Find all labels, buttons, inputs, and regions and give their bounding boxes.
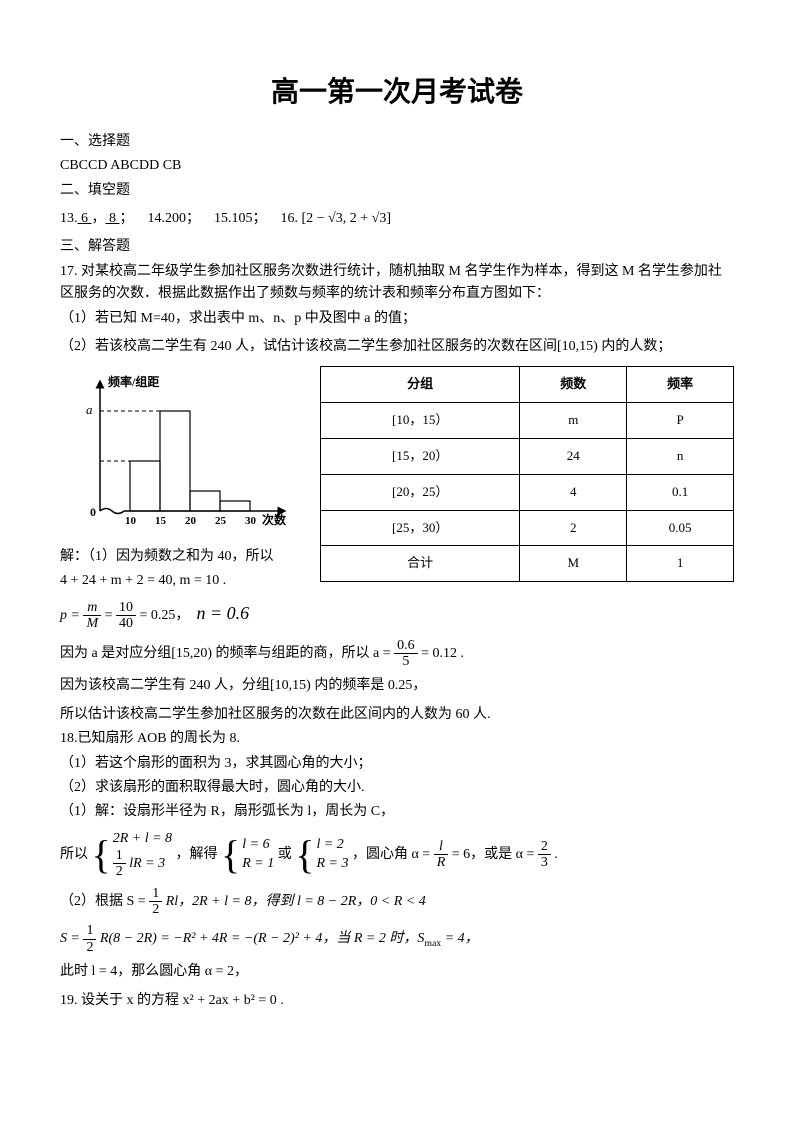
ylabel: 频率/组距 [108, 374, 159, 389]
q18-2: （2）求该扇形的面积取得最大时，圆心角的大小. [60, 777, 734, 799]
sol17-c: 因为该校高二学生有 240 人，分组[10,15) 内的频率是 0.25， [60, 675, 734, 697]
svg-text:15: 15 [155, 515, 167, 527]
page-title: 高一第一次月考试卷 [60, 70, 734, 115]
fill-blank-row: 13. 6 ， 8 ； 14.200； 15.105； 16. [2 − √3,… [60, 208, 734, 230]
system-1: { 2R + l = 8 12 lR = 3 [92, 830, 173, 880]
q18-sol2-line: （2）根据 S = 12 Rl，2R + l = 8，得到 l = 8 − 2R… [60, 886, 734, 918]
table-header-row: 分组 频数 频率 [321, 367, 734, 403]
svg-text:20: 20 [185, 515, 197, 527]
svg-text:10: 10 [125, 515, 137, 527]
histogram-svg: 频率/组距 a 0 10 15 20 25 30 次数 [60, 366, 300, 536]
q13-blank-a: 6 [78, 211, 92, 226]
q16-expr: [2 − √3, 2 + √3] [302, 211, 391, 226]
q13-tail: ； [120, 211, 134, 226]
a-label: a [86, 402, 93, 417]
q18-sol3-line: S = 12 R(8 − 2R) = −R² + 4R = −(R − 2)² … [60, 923, 734, 955]
th-rate: 频率 [627, 367, 734, 403]
system-2: { l = 6 R = 1 [221, 836, 274, 872]
q17-part2: （2）若该校高二学生有 240 人，试估计该校高二学生参加社区服务的次数在区间[… [60, 336, 734, 358]
svg-text:25: 25 [215, 515, 227, 527]
q17-part1: （1）若已知 M=40，求出表中 m、n、p 中及图中 a 的值； [60, 308, 734, 330]
q18-systems-line: 所以 { 2R + l = 8 12 lR = 3 ，解得 { l = 6 R … [60, 830, 734, 880]
section2-heading: 二、填空题 [60, 180, 734, 202]
q16-label: 16. [281, 211, 299, 226]
table-row: [10，15）mP [321, 403, 734, 439]
table-row: [15，20）24n [321, 438, 734, 474]
system-3: { l = 2 R = 3 [295, 836, 348, 872]
q17-text: 17. 对某校高二年级学生参加社区服务次数进行统计，随机抽取 M 名学生作为样本… [60, 261, 734, 306]
section3-heading: 三、解答题 [60, 236, 734, 258]
frequency-table: 分组 频数 频率 [10，15）mP [15，20）24n [20，25）40.… [320, 366, 734, 582]
q13-sep: ， [92, 211, 106, 226]
q19: 19. 设关于 x 的方程 x² + 2ax + b² = 0 . [60, 990, 734, 1012]
sol17-intro: 解：（1）因为频数之和为 40，所以 [60, 546, 320, 568]
table-row: 合计M1 [321, 546, 734, 582]
q18-sol1-intro: （1）解：设扇形半径为 R，扇形弧长为 l，周长为 C， [60, 801, 734, 823]
svg-text:30: 30 [245, 515, 257, 527]
q14: 14.200； [148, 211, 201, 226]
histogram-chart: 频率/组距 a 0 10 15 20 25 30 次数 [60, 366, 300, 544]
q18-head: 18.已知扇形 AOB 的周长为 8. [60, 728, 734, 750]
th-group: 分组 [321, 367, 520, 403]
origin-label: 0 [90, 505, 96, 519]
section1-heading: 一、选择题 [60, 131, 734, 153]
section1-answers: CBCCD ABCDD CB [60, 155, 734, 177]
table-row: [25，30）20.05 [321, 510, 734, 546]
table-row: [20，25）40.1 [321, 474, 734, 510]
xlabel: 次数 [262, 512, 287, 527]
sol17-a-line: 因为 a 是对应分组[15,20) 的频率与组距的商，所以 a = 0.65 =… [60, 638, 734, 670]
sol17-d: 所以估计该校高二学生参加社区服务的次数在此区间内的人数为 60 人. [60, 704, 734, 726]
q18-1: （1）若这个扇形的面积为 3，求其圆心角的大小； [60, 753, 734, 775]
th-freq: 频数 [520, 367, 627, 403]
q18-sol4: 此时 l = 4，那么圆心角 α = 2， [60, 961, 734, 983]
q13-blank-b: 8 [106, 211, 120, 226]
q15: 15.105； [214, 211, 267, 226]
sol17-p-line: p = mM = 1040 = 0.25， n = 0.6 [60, 599, 734, 632]
q13-label: 13. [60, 211, 78, 226]
sol17-n: n = 0.6 [196, 603, 249, 623]
